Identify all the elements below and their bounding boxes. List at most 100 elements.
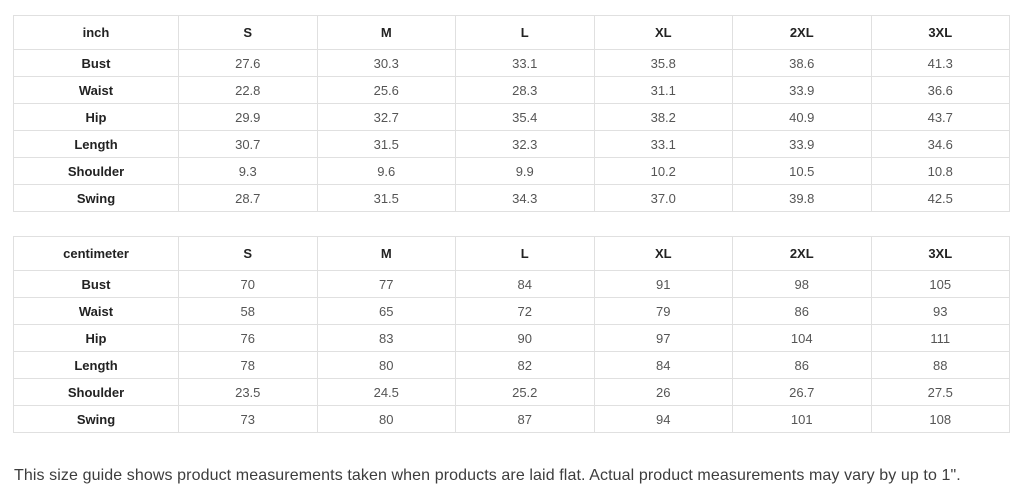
measurement-value: 32.7	[316, 103, 456, 131]
measurement-value: 38.6	[732, 49, 872, 77]
measurement-value: 39.8	[732, 184, 872, 212]
measurement-value: 91	[593, 270, 733, 298]
measurement-value: 94	[593, 405, 733, 433]
size-column-header: L	[455, 15, 595, 50]
measurement-value: 36.6	[870, 76, 1010, 104]
size-column-header: XL	[593, 236, 733, 271]
measurement-row: Shoulder 9.3 9.6 9.9 10.2 10.5 10.8	[13, 157, 1010, 185]
measurement-row: Waist 58 65 72 79 86 93	[13, 297, 1010, 325]
measurement-value: 31.5	[316, 130, 456, 158]
measurement-value: 10.5	[732, 157, 872, 185]
measurement-value: 78	[178, 351, 318, 379]
measurement-row: Length 78 80 82 84 86 88	[13, 351, 1010, 379]
measurement-value: 28.7	[178, 184, 318, 212]
measurement-row: Length 30.7 31.5 32.3 33.1 33.9 34.6	[13, 130, 1010, 158]
measurement-value: 77	[316, 270, 456, 298]
measurement-value: 83	[316, 324, 456, 352]
measurement-value: 30.3	[316, 49, 456, 77]
measurement-value: 33.1	[593, 130, 733, 158]
measurement-value: 104	[732, 324, 872, 352]
measurement-value: 90	[455, 324, 595, 352]
measurement-value: 10.2	[593, 157, 733, 185]
measurement-label: Length	[13, 351, 179, 379]
measurement-value: 65	[316, 297, 456, 325]
measurement-value: 10.8	[870, 157, 1010, 185]
measurement-value: 80	[316, 405, 456, 433]
measurement-value: 70	[178, 270, 318, 298]
measurement-label: Swing	[13, 405, 179, 433]
measurement-row: Hip 29.9 32.7 35.4 38.2 40.9 43.7	[13, 103, 1010, 131]
measurement-value: 93	[870, 297, 1010, 325]
size-table-centimeter: centimeter S M L XL 2XL 3XL Bust 70 77 84 91 98 105 Wa…	[13, 236, 1010, 433]
measurement-row: Hip 76 83 90 97 104 111	[13, 324, 1010, 352]
measurement-value: 34.6	[870, 130, 1010, 158]
measurement-label: Length	[13, 130, 179, 158]
unit-label: centimeter	[13, 236, 179, 271]
measurement-value: 82	[455, 351, 595, 379]
measurement-value: 9.9	[455, 157, 595, 185]
measurement-value: 25.6	[316, 76, 456, 104]
size-column-header: M	[316, 236, 456, 271]
measurement-value: 111	[870, 324, 1010, 352]
size-table-inch: inch S M L XL 2XL 3XL Bust 27.6 30.3 33.1 35.8 38.6 4…	[13, 15, 1010, 212]
measurement-label: Waist	[13, 297, 179, 325]
measurement-value: 34.3	[455, 184, 595, 212]
measurement-value: 58	[178, 297, 318, 325]
measurement-value: 108	[870, 405, 1010, 433]
measurement-value: 73	[178, 405, 318, 433]
measurement-value: 86	[732, 297, 872, 325]
measurement-label: Hip	[13, 103, 179, 131]
measurement-value: 101	[732, 405, 872, 433]
size-column-header: 3XL	[870, 15, 1010, 50]
measurement-value: 9.3	[178, 157, 318, 185]
measurement-value: 42.5	[870, 184, 1010, 212]
measurement-value: 86	[732, 351, 872, 379]
measurement-value: 27.6	[178, 49, 318, 77]
measurement-value: 31.1	[593, 76, 733, 104]
measurement-label: Hip	[13, 324, 179, 352]
size-column-header: M	[316, 15, 456, 50]
measurement-value: 26.7	[732, 378, 872, 406]
measurement-row: Waist 22.8 25.6 28.3 31.1 33.9 36.6	[13, 76, 1010, 104]
measurement-value: 33.9	[732, 130, 872, 158]
size-column-header: XL	[593, 15, 733, 50]
measurement-value: 30.7	[178, 130, 318, 158]
measurement-value: 105	[870, 270, 1010, 298]
measurement-value: 80	[316, 351, 456, 379]
measurement-value: 33.9	[732, 76, 872, 104]
measurement-row: Shoulder 23.5 24.5 25.2 26 26.7 27.5	[13, 378, 1010, 406]
measurement-value: 33.1	[455, 49, 595, 77]
size-column-header: 2XL	[732, 15, 872, 50]
measurement-value: 87	[455, 405, 595, 433]
measurement-row: Bust 70 77 84 91 98 105	[13, 270, 1010, 298]
measurement-label: Shoulder	[13, 378, 179, 406]
measurement-value: 38.2	[593, 103, 733, 131]
measurement-value: 31.5	[316, 184, 456, 212]
size-column-header: L	[455, 236, 595, 271]
measurement-value: 41.3	[870, 49, 1010, 77]
size-column-header: S	[178, 236, 318, 271]
measurement-value: 35.8	[593, 49, 733, 77]
measurement-value: 79	[593, 297, 733, 325]
measurement-value: 97	[593, 324, 733, 352]
header-row: centimeter S M L XL 2XL 3XL	[13, 236, 1010, 271]
measurement-row: Swing 28.7 31.5 34.3 37.0 39.8 42.5	[13, 184, 1010, 212]
measurement-value: 72	[455, 297, 595, 325]
measurement-value: 27.5	[870, 378, 1010, 406]
measurement-value: 35.4	[455, 103, 595, 131]
measurement-row: Bust 27.6 30.3 33.1 35.8 38.6 41.3	[13, 49, 1010, 77]
measurement-value: 25.2	[455, 378, 595, 406]
measurement-value: 28.3	[455, 76, 595, 104]
measurement-value: 22.8	[178, 76, 318, 104]
measurement-value: 37.0	[593, 184, 733, 212]
measurement-row: Swing 73 80 87 94 101 108	[13, 405, 1010, 433]
measurement-value: 24.5	[316, 378, 456, 406]
measurement-value: 9.6	[316, 157, 456, 185]
measurement-label: Waist	[13, 76, 179, 104]
measurement-value: 84	[455, 270, 595, 298]
measurement-value: 84	[593, 351, 733, 379]
size-guide-note: This size guide shows product measuremen…	[14, 467, 961, 484]
measurement-value: 32.3	[455, 130, 595, 158]
measurement-value: 43.7	[870, 103, 1010, 131]
measurement-value: 76	[178, 324, 318, 352]
